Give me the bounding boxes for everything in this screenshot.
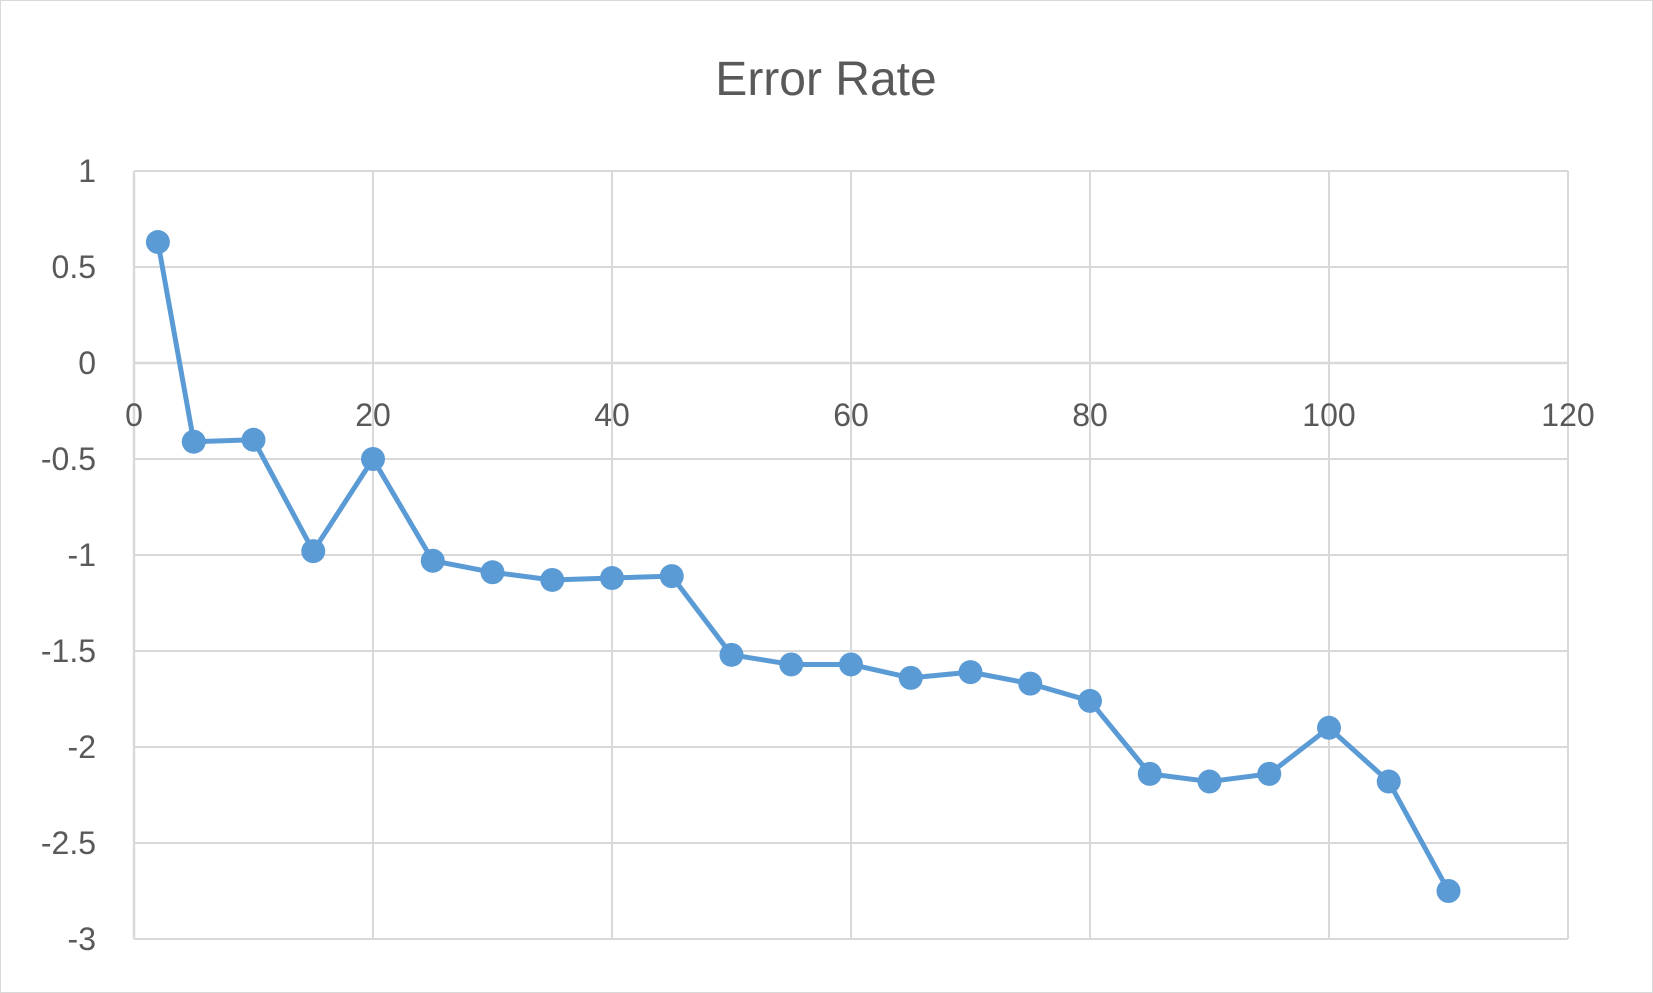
data-point [361, 447, 385, 471]
x-tick-label: 60 [833, 397, 869, 433]
series [145, 230, 1461, 903]
x-tick-label: 100 [1302, 397, 1355, 433]
x-tick-label: 120 [1541, 397, 1594, 433]
y-tick-label: 0.5 [52, 249, 96, 285]
data-point [540, 567, 565, 592]
data-point [1376, 769, 1401, 794]
y-tick-label: -2 [68, 729, 96, 765]
gridlines [134, 170, 1569, 940]
data-point [1137, 761, 1162, 786]
data-point [958, 660, 983, 685]
x-tick-label: 40 [594, 397, 630, 433]
data-point [301, 539, 326, 564]
data-point [1317, 715, 1341, 740]
data-point [659, 564, 684, 589]
data-point [1197, 769, 1222, 794]
y-tick-label: 1 [78, 153, 96, 189]
data-point [779, 652, 804, 677]
data-point [719, 642, 744, 667]
data-point [600, 566, 624, 591]
data-point [181, 429, 206, 454]
data-point [145, 230, 170, 255]
data-point [1018, 671, 1043, 696]
y-tick-label: -1.5 [41, 633, 96, 669]
x-tick-label: 0 [125, 397, 143, 433]
data-point [420, 548, 445, 573]
y-tick-label: -1 [68, 537, 96, 573]
data-point [839, 652, 863, 677]
y-tick-label: -0.5 [41, 441, 96, 477]
x-tick-label: 20 [355, 397, 391, 433]
y-tick-label: -2.5 [41, 825, 96, 861]
chart-title: Error Rate [715, 53, 936, 106]
data-point [480, 560, 505, 585]
data-point [1078, 688, 1102, 713]
x-tick-label: 80 [1072, 397, 1108, 433]
data-point [241, 427, 266, 452]
data-point [1257, 761, 1282, 786]
series-line [155, 239, 1451, 894]
y-tick-label: -3 [68, 921, 96, 957]
axes: 0 20 40 60 80 100 120 1 0.5 0 -0.5 -1 -1.5 -2 -2.5 -3 [41, 153, 1595, 957]
data-point [1436, 879, 1461, 903]
data-point [898, 665, 923, 690]
y-tick-label: 0 [78, 345, 96, 381]
